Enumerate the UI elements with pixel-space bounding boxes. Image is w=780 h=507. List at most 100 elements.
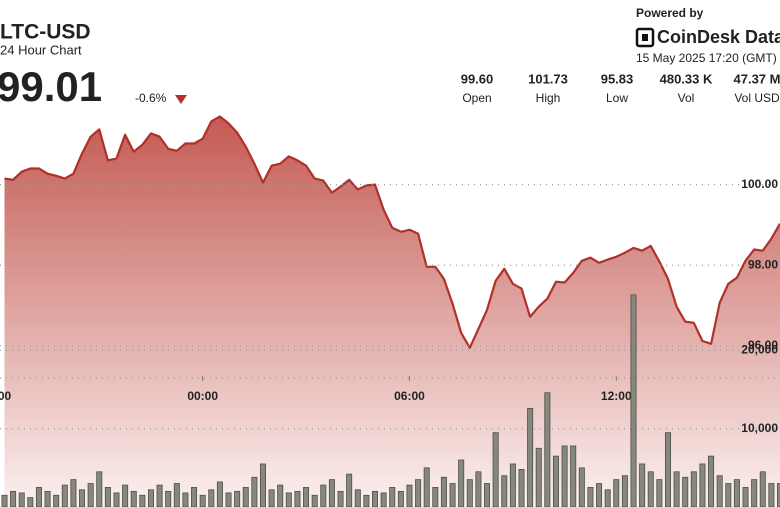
volume-bar [587,487,594,507]
volume-bar [380,492,387,507]
volume-bar [182,492,189,507]
volume-bar [130,490,137,507]
volume-bar [708,455,715,507]
volume-bar [354,489,361,507]
volume-bar [165,490,172,507]
x-tick-label: 06:00 [394,389,425,403]
stat-value: 101.73 [528,71,568,86]
down-arrow [175,95,187,104]
stat-value: 47.37 M [734,71,780,86]
volume-bar [225,492,232,507]
x-tick-label: 18:00 [0,389,12,403]
y-tick-label: 100.00 [741,177,778,191]
volume-bar [251,476,258,507]
volume-bar [501,475,508,507]
volume-bar [328,479,335,507]
brand-logo [635,27,655,48]
stats: 99.60 Open 101.73 High 95.83 Low 480.33 K Vol 47… [461,71,780,105]
volume-bar [725,483,732,507]
volume-bar [492,432,499,507]
stat-label: Low [606,91,628,105]
plot-area: 18:00 00:00 06:00 12:00 96.00 98.00 100.00 10,0… [0,115,780,507]
volume-bar [664,432,671,507]
volume-bar [27,497,34,507]
volume-bar [337,490,344,507]
subtitle: 24 Hour Chart [0,42,82,57]
volume-bar [449,483,456,507]
stat-value: 480.33 K [660,71,713,86]
y-tick-label: 10,000 [741,421,778,435]
volume-bar [242,487,249,507]
powered-by: Powered by [636,6,704,20]
volume-bar [10,490,17,507]
volume-bar [268,489,275,507]
volume-bar [191,487,198,507]
volume-bar [690,471,697,507]
stat-value: 95.83 [601,71,634,86]
volume-bar [475,471,482,507]
volume-bar [372,490,379,507]
volume-bar [544,392,551,507]
volume-bar [311,494,318,507]
volume-bar [415,479,422,507]
change: -0.6% [135,91,167,105]
volume-bar [303,487,310,507]
y-tick-label: 96.00 [748,338,778,352]
volume-bar [139,494,146,507]
volume-bar [294,490,301,507]
y-tick-label: 98.00 [748,257,778,271]
volume-bar [18,492,25,507]
stat-label: Vol USD [734,91,780,105]
volume-bar [70,479,77,507]
volume-bar [96,471,103,507]
volume-bar [466,479,473,507]
volume-bar [630,294,637,507]
volume-bar [79,489,86,507]
timestamp: 15 May 2025 17:20 (GMT) [636,51,777,65]
volume-bar [733,479,740,507]
volume-bar [578,467,585,507]
volume-bar [509,463,516,507]
volume-bar [682,476,689,507]
volume-bar [570,445,577,507]
stat-label: High [536,91,561,105]
volume-bar [613,479,620,507]
volume-bar [122,484,129,507]
brand: CoinDesk Data [657,27,780,47]
volume-bar [199,494,206,507]
volume-bar [759,471,766,507]
volume-bar [432,487,439,507]
title: LTC-USD [0,21,91,44]
volume-bar [234,490,241,507]
x-tick-label: 12:00 [601,389,632,403]
volume-bar [389,487,396,507]
volume-bar [53,494,60,507]
volume-bar [406,484,413,507]
volume-bar [87,483,94,507]
x-tick-label: 00:00 [187,389,218,403]
volume-bar [346,473,353,507]
volume-bar [35,487,42,507]
volume-bar [1,494,8,507]
volume-bar [320,484,327,507]
stat-label: Vol [678,91,695,105]
volume-bar [363,494,370,507]
volume-bar [742,487,749,507]
volume-bar [458,459,465,507]
y-tick-label: 20,000 [741,343,778,357]
volume-bar [673,471,680,507]
volume-bar [61,484,68,507]
volume-bar [173,483,180,507]
price-area [4,116,780,507]
volume-bar [552,455,559,507]
volume-bar [647,471,654,507]
volume-bar [259,463,266,507]
volume-bar [156,484,163,507]
volume-bar [285,492,292,507]
volume-bar [216,481,223,507]
volume-bar [777,483,780,507]
volume-bar [147,489,154,507]
volume-bar [621,475,628,507]
volume-bar [656,479,663,507]
